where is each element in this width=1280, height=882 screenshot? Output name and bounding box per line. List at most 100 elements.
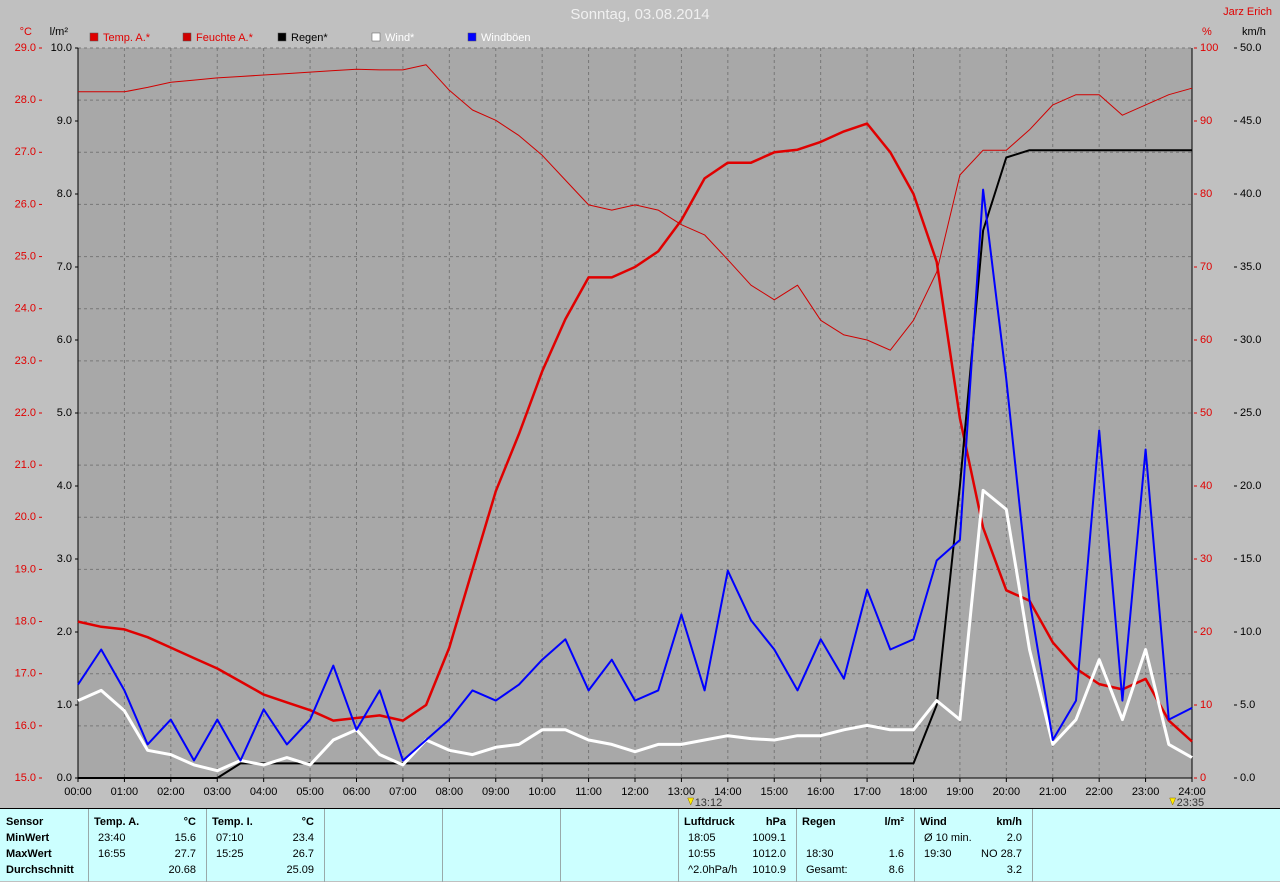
y-tick-label: 10 — [1200, 699, 1212, 711]
cell-value: 15.6 — [174, 832, 196, 844]
y-tick-label: 9.0 — [57, 115, 72, 127]
y-tick-label: 100 — [1200, 42, 1218, 54]
cell-time: 16:55 — [98, 848, 126, 860]
y-tick-label: 25.0 — [1240, 407, 1261, 419]
y-tick-label: 26.0 — [15, 198, 36, 210]
y-tick-label: 0 — [1200, 772, 1206, 784]
row-label: Sensor — [6, 816, 44, 828]
x-tick-label: 16:00 — [807, 786, 835, 798]
group-header: Wind — [920, 816, 947, 828]
cell-time: 15:25 — [216, 848, 244, 860]
y-tick-label: 50 — [1200, 407, 1212, 419]
x-tick-label: 03:00 — [203, 786, 231, 798]
group-unit: hPa — [765, 816, 786, 828]
legend-label: Feuchte A.* — [196, 32, 254, 44]
group-header: Temp. A. — [94, 816, 140, 828]
column-separator — [442, 809, 443, 882]
y-tick-label: 10.0 — [1240, 626, 1261, 638]
x-tick-label: 14:00 — [714, 786, 742, 798]
cell-value: 3.2 — [1006, 864, 1022, 876]
y-tick-label: 3.0 — [57, 553, 72, 565]
x-tick-label: 08:00 — [436, 786, 464, 798]
y-tick-label: 35.0 — [1240, 261, 1261, 273]
x-tick-label: 21:00 — [1039, 786, 1067, 798]
cell-value: 1012.0 — [752, 848, 786, 860]
x-tick-label: 23:00 — [1132, 786, 1160, 798]
x-tick-label: 17:00 — [853, 786, 881, 798]
y-tick-label: 20.0 — [1240, 480, 1261, 492]
y-tick-label: 23.0 — [15, 355, 36, 367]
y-tick-label: 20 — [1200, 626, 1212, 638]
axis-unit: l/m² — [50, 26, 69, 38]
cell-time: 18:30 — [806, 848, 834, 860]
x-tick-label: 18:00 — [900, 786, 928, 798]
x-tick-label: 06:00 — [343, 786, 371, 798]
column-separator — [206, 809, 207, 882]
y-tick-label: 0.0 — [57, 772, 72, 784]
x-tick-label: 20:00 — [993, 786, 1021, 798]
stats-table: Sensor MinWert MaxWert Durchschnitt Temp. A.… — [0, 808, 1280, 882]
y-tick-label: 5.0 — [1240, 699, 1255, 711]
row-label: Durchschnitt — [6, 864, 74, 876]
cell-value: 20.68 — [168, 864, 196, 876]
chart-title: Sonntag, 03.08.2014 — [570, 6, 709, 23]
y-tick-label: 19.0 — [15, 563, 36, 575]
cell-value: 1.6 — [888, 848, 904, 860]
y-tick-label: 0.0 — [1240, 772, 1255, 784]
y-tick-label: 45.0 — [1240, 115, 1261, 127]
cell-value: 1010.9 — [752, 864, 786, 876]
cell-value: 8.6 — [888, 864, 904, 876]
cell-value: 1009.1 — [752, 832, 786, 844]
x-tick-label: 02:00 — [157, 786, 185, 798]
chart: Sonntag, 03.08.2014 Jarz Erich °C 15.0 16.… — [15, 6, 1272, 808]
y-tick-label: 21.0 — [15, 459, 36, 471]
x-tick-label: 19:00 — [946, 786, 974, 798]
x-tick-label: 15:00 — [760, 786, 788, 798]
cell-time: ^2.0hPa/h — [688, 864, 738, 876]
y-tick-label: 25.0 — [15, 250, 36, 262]
cell-value: 23.4 — [292, 832, 314, 844]
column-separator — [796, 809, 797, 882]
y-tick-label: 29.0 — [15, 42, 36, 54]
y-tick-label: 15.0 — [1240, 553, 1261, 565]
x-tick-label: 05:00 — [296, 786, 324, 798]
y-tick-label: 50.0 — [1240, 42, 1261, 54]
y-tick-label: 17.0 — [15, 668, 36, 680]
y-tick-label: 1.0 — [57, 699, 72, 711]
cell-time: Ø 10 min. — [924, 832, 972, 844]
cell-value: 26.7 — [292, 848, 314, 860]
column-separator — [324, 809, 325, 882]
cell-value: 27.7 — [174, 848, 196, 860]
legend-label: Windböen — [481, 32, 531, 44]
y-tick-label: 90 — [1200, 115, 1212, 127]
y-tick-label: 4.0 — [57, 480, 72, 492]
y-tick-label: 30 — [1200, 553, 1212, 565]
cell-time: 18:05 — [688, 832, 716, 844]
x-tick-label: 24:00 — [1178, 786, 1206, 798]
y-tick-label: 20.0 — [15, 511, 36, 523]
annotation-label: 23:35 — [1177, 797, 1205, 808]
y-tick-label: 70 — [1200, 261, 1212, 273]
column-separator — [1032, 809, 1033, 882]
row-label: MaxWert — [6, 848, 52, 860]
y-tick-label: 10.0 — [51, 42, 72, 54]
y-tick-label: 22.0 — [15, 407, 36, 419]
y-tick-label: 8.0 — [57, 188, 72, 200]
series-line — [77, 488, 1193, 773]
y-tick-label: 2.0 — [57, 626, 72, 638]
cell-value: NO 28.7 — [981, 848, 1022, 860]
cell-time: 10:55 — [688, 848, 716, 860]
row-label: MinWert — [6, 832, 50, 844]
legend-label: Temp. A.* — [103, 32, 151, 44]
y-tick-label: 40.0 — [1240, 188, 1261, 200]
legend-swatch — [182, 32, 192, 42]
axis-unit: km/h — [1242, 26, 1266, 38]
x-tick-label: 22:00 — [1085, 786, 1113, 798]
x-tick-label: 12:00 — [621, 786, 649, 798]
annotation-label: 13:12 — [695, 797, 723, 808]
series-line — [77, 122, 1193, 743]
annotation-marker — [1169, 797, 1177, 806]
legend-swatch — [89, 32, 99, 42]
column-separator — [914, 809, 915, 882]
group-unit: °C — [301, 816, 314, 828]
